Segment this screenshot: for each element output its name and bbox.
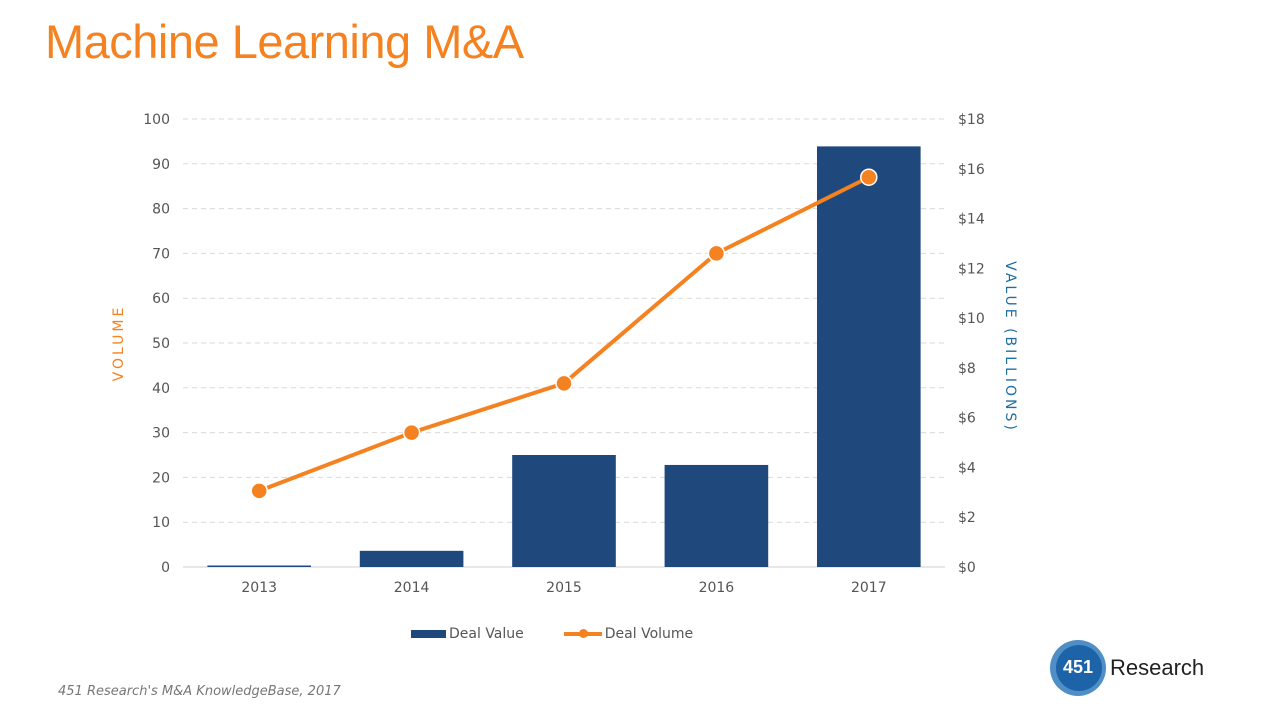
legend-item-deal-volume: Deal Volume (563, 626, 694, 642)
logo: 451 Research (1050, 640, 1204, 696)
logo-number: 451 (1062, 657, 1094, 677)
right-tick-label: $12 (958, 261, 985, 277)
bar-deal-value (816, 146, 921, 567)
bar-deal-value (359, 550, 464, 567)
legend-label: Deal Value (449, 626, 524, 642)
left-tick-label: 50 (152, 336, 170, 352)
left-axis-ticks: 0 10 20 30 40 50 60 70 80 90 100 (143, 112, 170, 576)
right-tick-label: $2 (958, 510, 976, 526)
logo-circle-icon: 451 (1050, 640, 1106, 696)
bar-deal-value (664, 464, 769, 567)
bar-deal-value (207, 565, 312, 567)
x-tick-label: 2016 (699, 580, 735, 596)
point-deal-volume (707, 244, 726, 263)
x-tick-label: 2015 (546, 580, 582, 596)
source-note: 451 Research's M&A KnowledgeBase, 2017 (58, 684, 341, 699)
left-tick-label: 80 (152, 202, 170, 218)
left-tick-label: 20 (152, 470, 170, 486)
left-tick-label: 90 (152, 157, 170, 173)
point-deal-volume (860, 168, 878, 186)
line-deal-volume (258, 175, 870, 493)
left-tick-label: 100 (143, 112, 170, 128)
left-tick-label: 40 (152, 381, 170, 397)
right-tick-label: $16 (958, 162, 985, 178)
left-tick-label: 30 (152, 426, 170, 442)
left-tick-label: 0 (161, 560, 170, 576)
logo-text: Research (1110, 655, 1205, 680)
legend-bar-swatch (411, 630, 446, 638)
right-tick-label: $4 (958, 460, 976, 476)
left-tick-label: 70 (152, 246, 170, 262)
legend-item-deal-value: Deal Value (411, 626, 524, 642)
legend-label: Deal Volume (604, 626, 694, 642)
right-tick-label: $6 (958, 411, 976, 427)
right-tick-label: $14 (958, 212, 985, 228)
right-axis-ticks: $0 $2 $4 $6 $8 $10 $12 $14 $16 $18 (958, 112, 985, 576)
bar-deal-value (512, 455, 616, 567)
right-tick-label: $18 (958, 112, 985, 128)
right-tick-label: $8 (958, 361, 976, 377)
x-tick-label: 2013 (241, 580, 277, 596)
x-tick-label: 2017 (851, 580, 887, 596)
page-title: Machine Learning M&A (45, 15, 524, 68)
point-deal-volume (402, 423, 421, 442)
bars (207, 146, 921, 567)
left-axis-title: VOLUME (111, 305, 127, 382)
left-tick-label: 10 (152, 515, 170, 531)
right-tick-label: $10 (958, 311, 985, 327)
legend-line-swatch (563, 629, 602, 638)
point-deal-volume (250, 482, 268, 500)
right-axis-title: VALUE (BILLIONS) (1002, 261, 1018, 433)
volume-line (250, 168, 878, 500)
x-axis-ticks: 2013 2014 2015 2016 2017 (241, 580, 886, 596)
legend: Deal Value Deal Volume (411, 626, 733, 642)
point-deal-volume (555, 374, 573, 393)
left-tick-label: 60 (152, 291, 170, 307)
x-tick-label: 2014 (394, 580, 430, 596)
right-tick-label: $0 (958, 560, 976, 576)
